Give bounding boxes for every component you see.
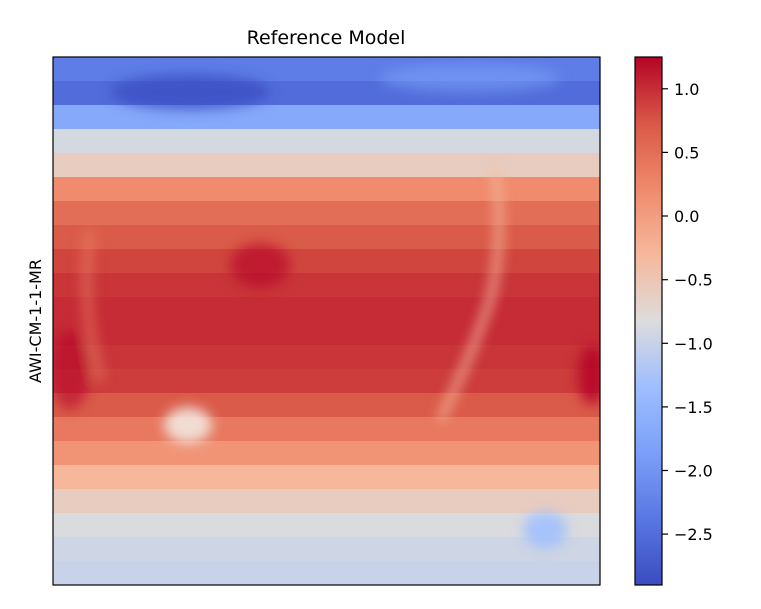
warm-center-patch: [230, 243, 290, 287]
heatmap-row: [53, 417, 600, 442]
warm-west-edge: [53, 330, 90, 410]
heatmap-row: [53, 201, 600, 226]
heatmap-row: [53, 105, 600, 130]
heatmap-row: [53, 441, 600, 466]
cool-ridge-west: [81, 229, 105, 382]
heatmap-row: [53, 297, 600, 322]
colorbar-tick-label: −1.0: [674, 334, 713, 353]
arctic-cold-patch-east: [380, 64, 560, 92]
colorbar-tick-label: 1.0: [674, 80, 699, 99]
colorbar-frame: [634, 56, 663, 586]
colorbar-tick-label: −1.5: [674, 398, 713, 417]
colorbar-tick-label: −2.0: [674, 462, 713, 481]
heatmap-row: [53, 489, 600, 514]
chart-title: Reference Model: [247, 27, 406, 49]
y-axis-label: AWI-CM-1-1-MR: [26, 259, 45, 383]
heatmap-row: [53, 465, 600, 490]
heatmap-row: [53, 537, 600, 562]
heatmap-field: [53, 57, 600, 585]
heatmap-row: [53, 513, 600, 538]
colorbar-tick-label: −0.5: [674, 271, 713, 290]
heatmap-row: [53, 393, 600, 418]
colorbar-tick-label: 0.0: [674, 207, 699, 226]
heatmap-row: [53, 321, 600, 346]
cool-ridge: [436, 169, 503, 422]
antarctic-cool-patch: [523, 512, 567, 548]
arctic-cold-patch: [110, 74, 270, 110]
colorbar-tick-label: 0.5: [674, 143, 699, 162]
heatmap-row: [53, 177, 600, 202]
cool-land-patch: [164, 407, 212, 443]
heatmap-row: [53, 129, 600, 154]
heatmap-row: [53, 249, 600, 274]
heatmap-row: [53, 561, 600, 585]
heatmap-row: [53, 345, 600, 370]
colorbar-gradient: [635, 57, 662, 585]
colorbar-tick-label: −2.5: [674, 525, 713, 544]
colorbar: 1.0 0.5 0.0 −0.5 −1.0 −1.5 −2.0 −2.5: [634, 56, 713, 586]
warm-east-edge: [578, 345, 600, 405]
heatmap-row: [53, 369, 600, 394]
heatmap-row: [53, 153, 600, 178]
heatmap-row: [53, 273, 600, 298]
heatmap-row: [53, 225, 600, 250]
plot-frame: [52, 56, 601, 586]
